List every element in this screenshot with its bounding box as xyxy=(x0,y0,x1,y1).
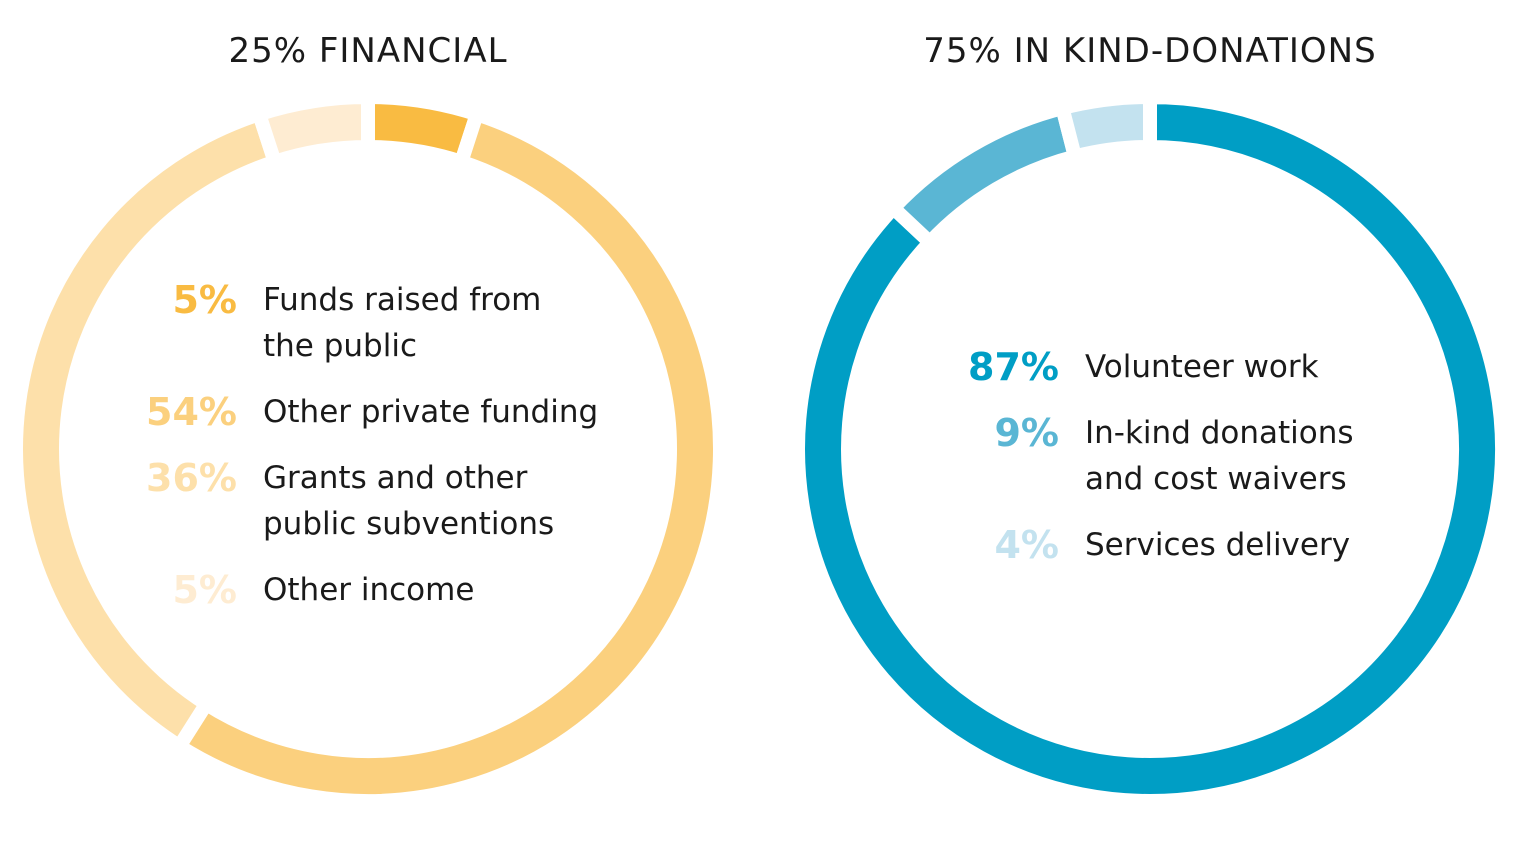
donut-segment xyxy=(791,89,1509,808)
legend-value: 54% xyxy=(146,390,237,434)
donut-segment xyxy=(250,89,375,171)
legend-label: Other private funding xyxy=(263,394,599,430)
legend-item: 9% In-kind donations and cost waivers xyxy=(949,410,1354,502)
legend: 87% Volunteer work 9% In-kind donations and… xyxy=(949,344,1354,568)
legend-label: Services delivery xyxy=(1085,527,1351,563)
chart-title: 75% IN KIND-DONATIONS xyxy=(923,31,1376,71)
legend: 5% Funds raised from the public 54% Other p… xyxy=(127,277,598,613)
legend-item: 5% Funds raised from the public xyxy=(127,277,598,369)
legend-label: Funds raised from the public xyxy=(263,282,542,364)
legend-item: 36% Grants and other public subventions xyxy=(127,455,598,547)
legend-item: 4% Services delivery xyxy=(949,522,1354,568)
chart-title: 25% FINANCIAL xyxy=(228,31,507,71)
legend-label: Volunteer work xyxy=(1085,349,1319,385)
legend-value: 87% xyxy=(968,345,1059,389)
donut-segment xyxy=(169,105,727,808)
donut-segment xyxy=(883,99,1084,253)
legend-value: 4% xyxy=(994,523,1059,567)
legend-value: 5% xyxy=(172,278,237,322)
legend-value: 36% xyxy=(146,456,237,500)
legend-label: Grants and other public subventions xyxy=(263,460,555,542)
legend-value: 5% xyxy=(172,568,237,612)
legend-item: 5% Other income xyxy=(127,567,598,613)
legend-label: Other income xyxy=(263,572,475,608)
legend-value: 9% xyxy=(994,411,1059,455)
legend-item: 54% Other private funding xyxy=(127,389,598,435)
legend-label: In-kind donations and cost waivers xyxy=(1085,415,1354,497)
legend-item: 87% Volunteer work xyxy=(949,344,1354,390)
donut-segment xyxy=(1053,89,1157,166)
